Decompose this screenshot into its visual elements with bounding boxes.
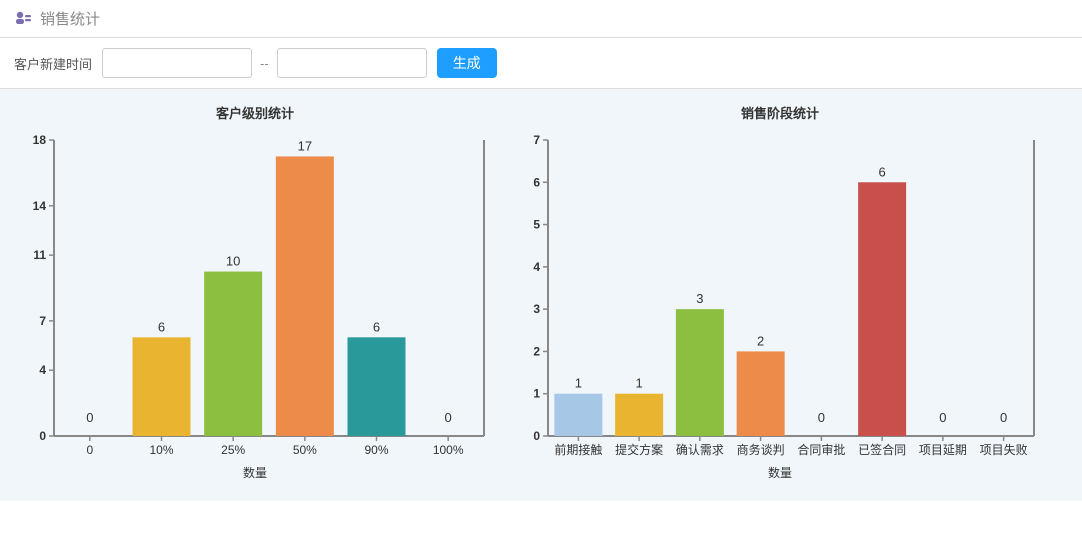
svg-text:7: 7 [533,134,540,147]
chart-customer-level: 客户级别统计 0 4 7 11 14 18 0 0 6 10% 10 25% 17 50% 6 90% 0 100… [18,103,492,481]
svg-text:18: 18 [33,134,47,147]
svg-text:0: 0 [939,410,946,425]
svg-text:确认需求: 确认需求 [676,443,724,456]
svg-text:1: 1 [636,376,643,391]
svg-text:0: 0 [1000,410,1007,425]
svg-text:7: 7 [39,314,46,328]
svg-text:6: 6 [373,319,380,334]
chart-canvas: 0 4 7 11 14 18 0 0 6 10% 10 25% 17 50% 6 90% 0 100% [18,134,492,456]
svg-text:6: 6 [879,164,886,179]
svg-text:10%: 10% [149,443,173,456]
svg-text:25%: 25% [221,443,245,456]
svg-text:2: 2 [533,344,540,358]
chart-sales-stage: 销售阶段统计 0 1 2 3 4 5 6 7 1 前期接触 1 提交方案 3 确认需求 2 商务谈判 0 合同审批… [518,103,1042,481]
svg-text:项目失败: 项目失败 [980,442,1028,456]
svg-text:0: 0 [86,443,93,456]
svg-text:4: 4 [533,260,540,274]
charts-area: 客户级别统计 04711141800610%1025%1750%690%0100… [0,89,1082,501]
svg-text:17: 17 [298,138,312,153]
page-title: 销售统计 [40,8,100,29]
svg-text:商务谈判: 商务谈判 [737,442,785,456]
svg-text:已签合同: 已签合同 [858,442,906,456]
filter-bar: 客户新建时间 -- [0,38,1082,89]
svg-text:11: 11 [33,248,46,262]
svg-text:0: 0 [818,410,825,425]
svg-text:6: 6 [533,175,540,189]
page-header: 销售统计 [0,0,1082,38]
svg-text:14: 14 [33,199,47,213]
date-separator: -- [258,56,271,71]
svg-text:前期接触: 前期接触 [554,442,602,456]
svg-text:项目延期: 项目延期 [919,443,967,456]
axis-label: 数量 [768,464,792,481]
svg-text:10: 10 [226,254,240,269]
svg-text:0: 0 [39,429,46,443]
chart-title: 客户级别统计 [216,103,294,122]
svg-text:50%: 50% [293,443,317,456]
svg-text:4: 4 [39,363,46,377]
svg-text:1: 1 [575,376,582,391]
svg-text:3: 3 [533,302,540,316]
svg-text:100%: 100% [433,443,464,456]
date-start-field[interactable] [102,48,252,78]
svg-text:90%: 90% [364,443,388,456]
svg-text:0: 0 [445,410,452,425]
date-end-field[interactable] [277,48,427,78]
svg-text:0: 0 [533,429,540,443]
svg-text:0: 0 [86,410,93,425]
svg-text:提交方案: 提交方案 [615,442,663,456]
svg-text:2: 2 [757,333,764,348]
generate-button[interactable]: 生成 [437,48,497,78]
svg-text:5: 5 [533,218,540,232]
axis-label: 数量 [243,464,267,481]
svg-text:1: 1 [533,387,540,401]
chart-title: 销售阶段统计 [741,103,819,122]
svg-text:3: 3 [696,291,703,306]
filter-label: 客户新建时间 [14,54,92,73]
svg-text:合同审批: 合同审批 [797,442,845,456]
stats-icon [14,10,32,28]
svg-text:6: 6 [158,319,165,334]
chart-canvas: 0 1 2 3 4 5 6 7 1 前期接触 1 提交方案 3 确认需求 2 商务谈判 0 合同审批 6 已签合同 0 项… [518,134,1042,456]
